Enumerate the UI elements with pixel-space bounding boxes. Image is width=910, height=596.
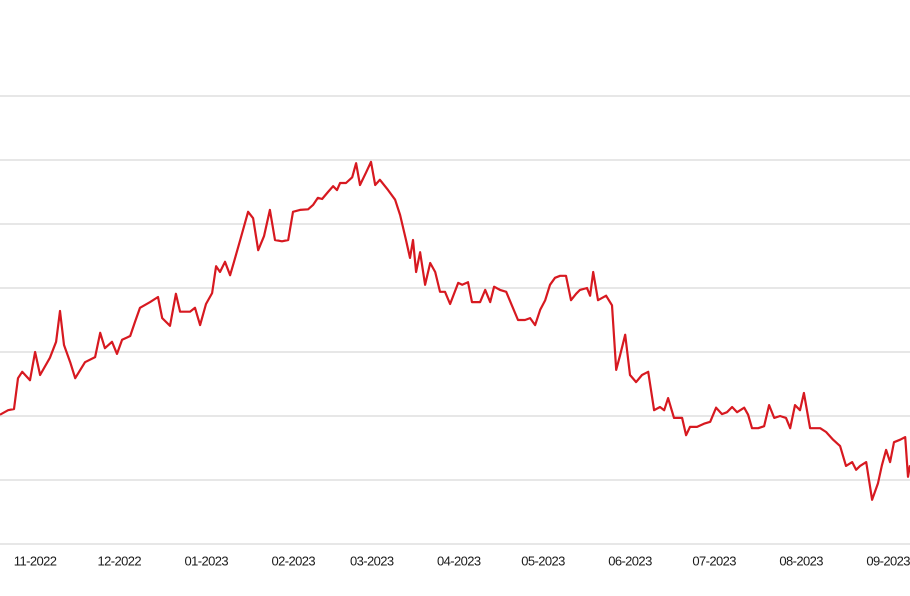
x-tick-label: 01-2023: [184, 553, 228, 568]
x-tick-label: 12-2022: [97, 553, 141, 568]
line: [0, 160, 910, 501]
x-tick-label: 07-2023: [692, 553, 736, 568]
x-tick-label: 06-2023: [608, 553, 652, 568]
x-tick-label: 02-2023: [271, 553, 315, 568]
x-tick-label: 04-2023: [437, 553, 481, 568]
x-tick-label: 05-2023: [521, 553, 565, 568]
x-tick-label: 09-2023: [866, 553, 910, 568]
x-tick-label: 11-2022: [14, 553, 57, 568]
x-tick-label: 08-2023: [779, 553, 823, 568]
x-tick-label: 03-2023: [350, 553, 394, 568]
